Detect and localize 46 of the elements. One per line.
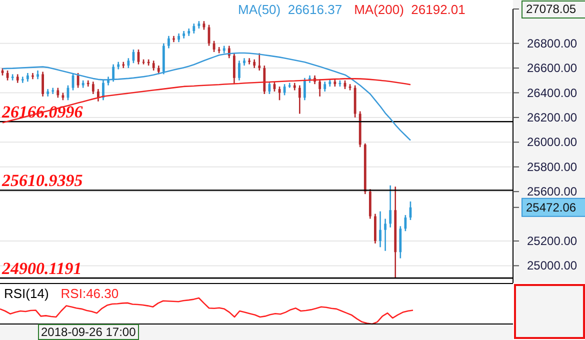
y-tick-label: 25600.00 bbox=[527, 184, 578, 199]
text: MA(200) 26192.01 bbox=[354, 2, 466, 17]
candlestick bbox=[238, 60, 240, 82]
candlestick bbox=[298, 84, 301, 114]
y-tick-label: 25000.00 bbox=[527, 258, 578, 273]
chart-title: RSI(14) bbox=[4, 286, 49, 301]
candlestick bbox=[379, 210, 382, 248]
y-tick-label: 26800.00 bbox=[527, 36, 578, 50]
candlestick bbox=[112, 64, 115, 82]
y-tick-label: 25472.06 bbox=[526, 200, 576, 214]
ref-line-label: 25610.9395 bbox=[1, 171, 84, 190]
candlestick bbox=[304, 77, 306, 101]
candlestick bbox=[324, 80, 326, 92]
series-label: RSI:46.30 bbox=[60, 286, 119, 301]
candlestick bbox=[404, 214, 407, 232]
text: MA(50) 26616.37 bbox=[238, 2, 342, 17]
y-tick-label: 26400.00 bbox=[527, 86, 578, 100]
candlestick bbox=[283, 83, 286, 96]
y-tick-label: 25200.00 bbox=[527, 234, 578, 248]
candlestick bbox=[192, 22, 196, 34]
candlestick bbox=[168, 35, 170, 49]
candlestick bbox=[389, 184, 392, 228]
candlestick bbox=[399, 226, 402, 259]
candlestick bbox=[102, 80, 104, 101]
candlestick bbox=[268, 80, 271, 95]
candlestick bbox=[384, 218, 386, 252]
candlestick bbox=[318, 78, 322, 98]
y-tick-label: 27078.05 bbox=[526, 2, 576, 16]
y-tick-label: 26200.00 bbox=[527, 110, 578, 124]
text: 2018-09-26 17:00 bbox=[38, 324, 139, 340]
candlestick bbox=[97, 88, 100, 102]
y-tick-label: 26600.00 bbox=[527, 61, 578, 76]
candlestick bbox=[258, 52, 261, 72]
candlestick bbox=[92, 80, 94, 95]
y-tick-label: 26000.00 bbox=[527, 135, 578, 150]
y-tick-label: 25800.00 bbox=[527, 160, 578, 174]
candlestick bbox=[127, 58, 130, 69]
candlestick bbox=[21, 76, 24, 84]
candlestick bbox=[232, 52, 236, 85]
candlestick bbox=[263, 64, 266, 95]
candlestick bbox=[152, 60, 155, 72]
ref-line-label: 24900.1191 bbox=[1, 259, 82, 278]
candlestick bbox=[76, 72, 80, 88]
candlestick bbox=[56, 87, 60, 98]
candlestick bbox=[248, 58, 250, 65]
candlestick bbox=[42, 71, 44, 98]
